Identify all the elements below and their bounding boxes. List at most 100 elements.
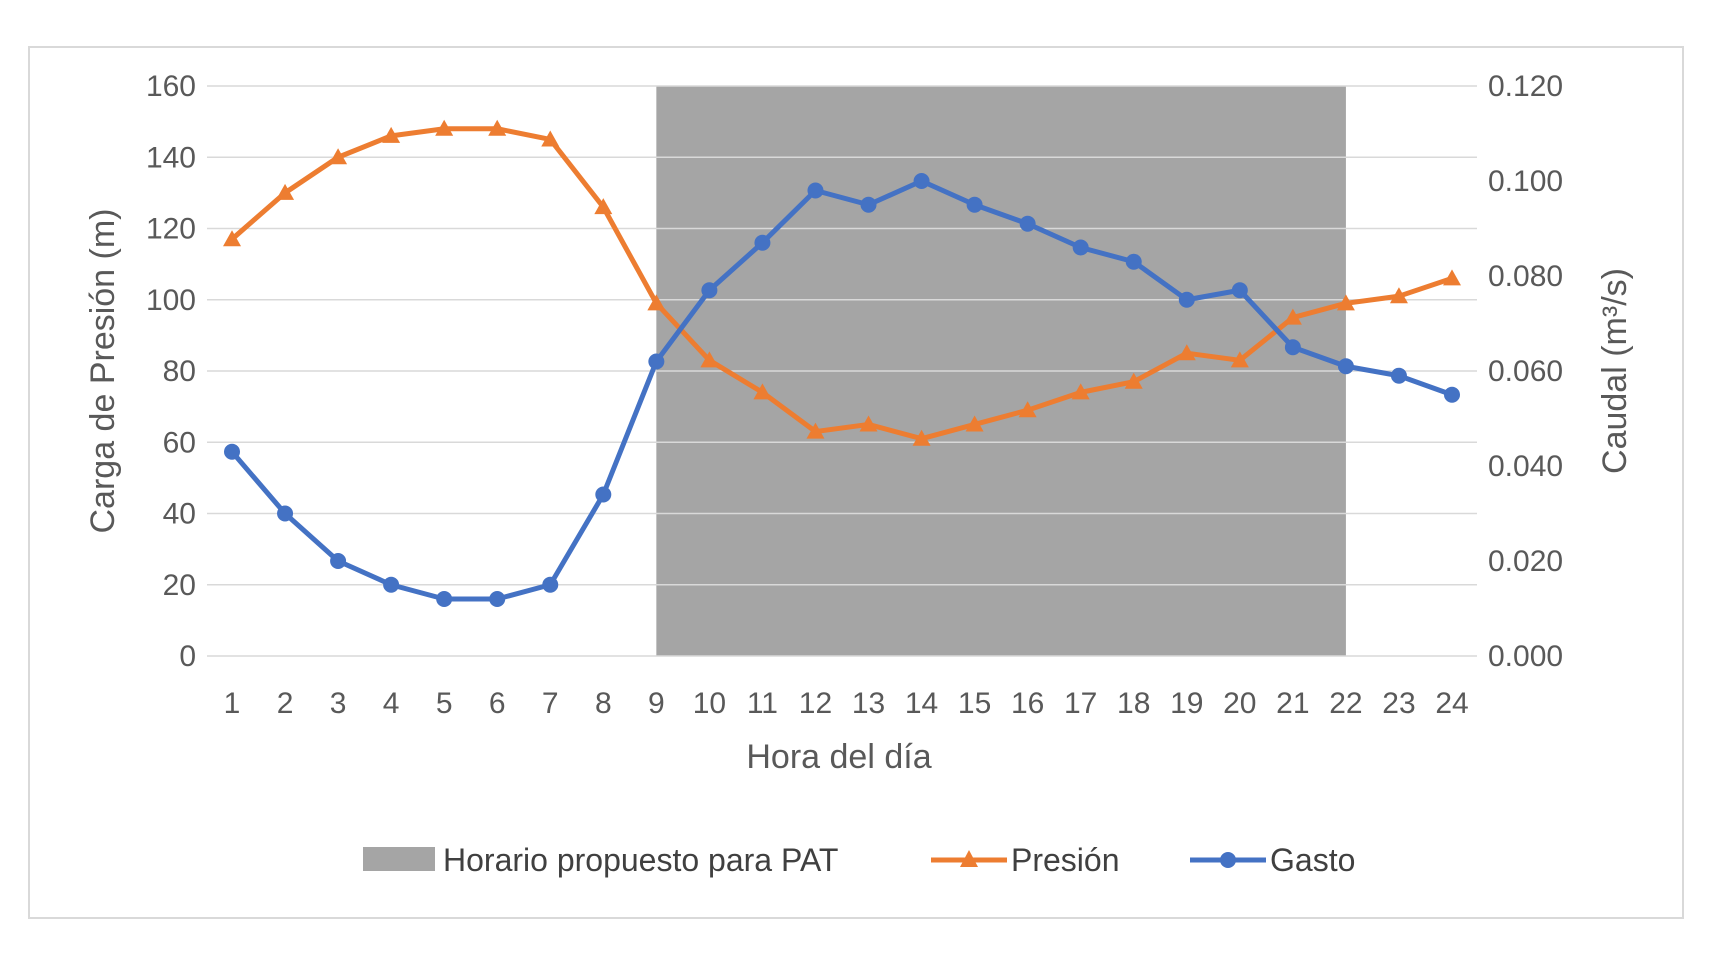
data-point-presion [329, 148, 348, 165]
chart-frame [28, 46, 1684, 919]
y2-tick-label: 0.120 [1488, 70, 1563, 103]
data-point-gasto [489, 591, 506, 607]
data-point-gasto [1231, 282, 1248, 299]
data-point-presion [1389, 287, 1408, 304]
data-point-gasto [224, 443, 240, 460]
data-point-presion [488, 119, 507, 136]
data-point-presion [753, 383, 772, 400]
data-point-gasto [860, 196, 877, 213]
data-point-gasto [383, 576, 400, 593]
y2-axis-title: Caudal (m³/s) [1596, 268, 1634, 474]
data-point-presion [965, 415, 984, 432]
legend: Horario propuesto para PAT Presión Gasto [363, 842, 1355, 878]
y-tick-label: 20 [163, 569, 196, 602]
y2-tick-label: 0.020 [1488, 545, 1563, 578]
data-point-presion [1071, 383, 1090, 400]
x-tick-label: 21 [1276, 687, 1309, 720]
data-point-presion [1336, 294, 1355, 311]
data-point-gasto [1125, 253, 1142, 270]
data-point-gasto [1019, 215, 1036, 232]
data-point-gasto [1444, 386, 1460, 403]
data-point-presion [859, 415, 878, 432]
data-point-gasto [966, 196, 983, 213]
data-point-gasto [1178, 291, 1195, 308]
x-tick-label: 18 [1117, 687, 1150, 720]
x-tick-label: 4 [383, 687, 400, 720]
legend-label-shaded-region: Horario propuesto para PAT [443, 842, 838, 878]
legend-label-presion: Presión [1011, 842, 1120, 878]
x-tick-label: 14 [905, 687, 938, 720]
data-point-gasto [542, 576, 559, 593]
series-line-gasto [230, 178, 1453, 602]
data-point-gasto [436, 591, 453, 607]
data-point-gasto [807, 182, 824, 199]
y2-tick-label: 0.060 [1488, 355, 1563, 388]
data-point-presion [912, 429, 931, 446]
data-point-presion [382, 126, 401, 143]
x-tick-label: 17 [1064, 687, 1097, 720]
y2-tick-label: 0.000 [1488, 640, 1563, 673]
y-tick-label: 60 [163, 426, 196, 459]
data-point-presion [1283, 308, 1302, 325]
data-point-presion [594, 198, 613, 215]
data-point-presion [435, 119, 454, 136]
data-point-presion [223, 230, 241, 247]
x-tick-label: 19 [1170, 687, 1203, 720]
data-point-gasto [1390, 367, 1407, 384]
x-tick-label: 10 [693, 687, 726, 720]
data-point-gasto [595, 486, 612, 503]
data-point-presion [1230, 351, 1249, 368]
x-tick-label: 20 [1223, 687, 1256, 720]
data-point-gasto [1337, 358, 1354, 375]
y-tick-label: 0 [179, 640, 196, 673]
x-tick-label: 7 [542, 687, 559, 720]
data-point-gasto [277, 505, 294, 522]
legend-label-gasto: Gasto [1270, 842, 1355, 878]
y-tick-label: 120 [146, 213, 196, 246]
x-tick-label: 3 [330, 687, 347, 720]
data-point-presion [1124, 372, 1143, 389]
x-tick-label: 5 [436, 687, 453, 720]
legend-marker-presion [960, 850, 978, 867]
y-tick-label: 160 [146, 70, 196, 103]
y-tick-label: 140 [146, 141, 196, 174]
x-tick-label: 8 [595, 687, 612, 720]
x-tick-label: 2 [277, 687, 294, 720]
data-point-gasto [754, 234, 771, 251]
y-tick-label: 40 [163, 498, 196, 531]
data-point-gasto [913, 173, 930, 189]
x-tick-label: 9 [648, 687, 665, 720]
data-point-gasto [701, 282, 718, 299]
y-tick-label: 100 [146, 284, 196, 317]
x-tick-label: 22 [1329, 687, 1362, 720]
x-tick-label: 6 [489, 687, 506, 720]
x-tick-label: 23 [1382, 687, 1415, 720]
data-point-presion [541, 130, 560, 147]
x-tick-label: 12 [799, 687, 832, 720]
legend-marker-gasto [1220, 852, 1236, 868]
x-tick-label: 13 [852, 687, 885, 720]
x-tick-label: 15 [958, 687, 991, 720]
data-point-presion [806, 422, 825, 439]
data-point-presion [1018, 401, 1037, 418]
data-point-gasto [330, 553, 347, 569]
y2-tick-label: 0.080 [1488, 260, 1563, 293]
y2-tick-label: 0.100 [1488, 165, 1563, 198]
series-line-presion [230, 126, 1453, 442]
x-tick-label: 24 [1435, 687, 1468, 720]
y2-tick-label: 0.040 [1488, 450, 1563, 483]
data-point-presion [1177, 344, 1196, 361]
x-tick-label: 11 [747, 687, 778, 720]
x-tick-label: 16 [1011, 687, 1044, 720]
data-point-presion [276, 183, 295, 200]
x-tick-label: 1 [224, 687, 241, 720]
x-axis-title: Hora del día [746, 738, 931, 776]
data-point-presion [700, 351, 719, 368]
data-point-gasto [1284, 339, 1301, 356]
y-tick-label: 80 [163, 355, 196, 388]
y-axis-title: Carga de Presión (m) [84, 208, 122, 533]
data-point-presion [1443, 269, 1461, 286]
data-point-gasto [648, 353, 665, 370]
data-point-presion [647, 294, 666, 311]
